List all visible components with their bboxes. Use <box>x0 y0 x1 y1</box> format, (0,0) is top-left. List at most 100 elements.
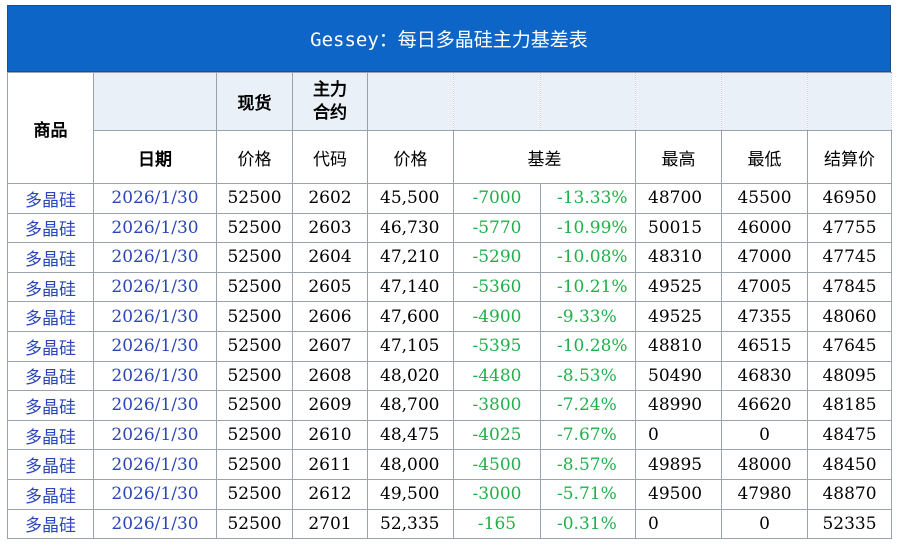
product-cell[interactable]: 多晶硅 <box>7 419 94 451</box>
basis-cell: -3800 <box>453 390 541 421</box>
low-cell: 46620 <box>721 390 808 421</box>
settle-cell: 47845 <box>807 271 892 303</box>
code-cell: 2603 <box>292 212 368 244</box>
spot-price-cell: 52500 <box>216 419 293 451</box>
settle-cell: 47755 <box>807 212 892 244</box>
code-header: 代码 <box>292 130 368 184</box>
table-row: 多晶硅 2026/1/30 52500 2603 46,730 -5770 -1… <box>7 212 892 244</box>
table-row: 多晶硅 2026/1/30 52500 2610 48,475 -4025 -7… <box>7 419 892 451</box>
product-cell[interactable]: 多晶硅 <box>7 478 94 510</box>
product-cell[interactable]: 多晶硅 <box>7 271 94 303</box>
low-cell: 47355 <box>721 301 808 332</box>
basis-cell: -5770 <box>453 212 541 244</box>
basis-cell: -4900 <box>453 301 541 332</box>
price-cell: 47,105 <box>367 330 454 362</box>
low-header: 最低 <box>721 130 808 184</box>
basis-pct-cell: -13.33% <box>540 183 636 214</box>
header-blank-cell <box>635 72 722 131</box>
code-cell: 2607 <box>292 330 368 362</box>
product-cell[interactable]: 多晶硅 <box>7 183 94 214</box>
date-cell: 2026/1/30 <box>93 478 217 510</box>
basis-table-sheet: Gessey：每日多晶硅主力基差表 商品 现货 主力合约 日期 价格 代码 价格… <box>7 5 892 540</box>
basis-pct-cell: -9.33% <box>540 301 636 332</box>
table-row: 多晶硅 2026/1/30 52500 2607 47,105 -5395 -1… <box>7 330 892 362</box>
basis-pct-cell: -10.28% <box>540 330 636 362</box>
high-cell: 0 <box>635 508 722 540</box>
spot-price-cell: 52500 <box>216 212 293 244</box>
price-cell: 48,000 <box>367 449 454 480</box>
date-cell: 2026/1/30 <box>93 449 217 480</box>
date-cell: 2026/1/30 <box>93 242 217 273</box>
product-cell[interactable]: 多晶硅 <box>7 301 94 332</box>
table-row: 多晶硅 2026/1/30 52500 2611 48,000 -4500 -8… <box>7 449 892 480</box>
low-cell: 45500 <box>721 183 808 214</box>
high-header: 最高 <box>635 130 722 184</box>
table-row: 多晶硅 2026/1/30 52500 2604 47,210 -5290 -1… <box>7 242 892 273</box>
date-cell: 2026/1/30 <box>93 390 217 421</box>
settle-cell: 48450 <box>807 449 892 480</box>
product-header: 商品 <box>7 72 94 184</box>
date-cell: 2026/1/30 <box>93 212 217 244</box>
header-row-2: 日期 价格 代码 价格 基差 最高 最低 结算价 <box>8 130 892 184</box>
settle-cell: 46950 <box>807 183 892 214</box>
header-blank-cell <box>807 72 892 131</box>
product-cell[interactable]: 多晶硅 <box>7 242 94 273</box>
spot-price-cell: 52500 <box>216 360 293 392</box>
main-contract-label: 主力合约 <box>313 79 347 123</box>
settle-cell: 48060 <box>807 301 892 332</box>
high-cell: 49525 <box>635 271 722 303</box>
settle-cell: 52335 <box>807 508 892 540</box>
spot-price-cell: 52500 <box>216 390 293 421</box>
price-cell: 47,140 <box>367 271 454 303</box>
price-cell: 48,700 <box>367 390 454 421</box>
settle-cell: 48870 <box>807 478 892 510</box>
basis-pct-cell: -0.31% <box>540 508 636 540</box>
settle-cell: 47745 <box>807 242 892 273</box>
basis-pct-cell: -5.71% <box>540 478 636 510</box>
basis-pct-cell: -8.57% <box>540 449 636 480</box>
low-cell: 46000 <box>721 212 808 244</box>
high-cell: 48990 <box>635 390 722 421</box>
basis-cell: -5395 <box>453 330 541 362</box>
product-cell[interactable]: 多晶硅 <box>7 449 94 480</box>
spot-price-cell: 52500 <box>216 183 293 214</box>
spot-price-cell: 52500 <box>216 478 293 510</box>
table-row: 多晶硅 2026/1/30 52500 2605 47,140 -5360 -1… <box>7 271 892 303</box>
date-cell: 2026/1/30 <box>93 508 217 540</box>
code-cell: 2608 <box>292 360 368 392</box>
date-cell: 2026/1/30 <box>93 183 217 214</box>
basis-pct-cell: -10.21% <box>540 271 636 303</box>
price-cell: 48,475 <box>367 419 454 451</box>
product-cell[interactable]: 多晶硅 <box>7 360 94 392</box>
table-title: Gessey：每日多晶硅主力基差表 <box>7 5 891 72</box>
product-cell[interactable]: 多晶硅 <box>7 390 94 421</box>
spot-price-header: 价格 <box>216 130 293 184</box>
price-cell: 46,730 <box>367 212 454 244</box>
basis-cell: -5360 <box>453 271 541 303</box>
spot-price-cell: 52500 <box>216 508 293 540</box>
product-cell[interactable]: 多晶硅 <box>7 508 94 540</box>
settle-cell: 48095 <box>807 360 892 392</box>
basis-header: 基差 <box>453 130 636 184</box>
date-cell: 2026/1/30 <box>93 360 217 392</box>
date-cell: 2026/1/30 <box>93 330 217 362</box>
price-cell: 45,500 <box>367 183 454 214</box>
main-contract-header: 主力合约 <box>292 72 368 131</box>
code-cell: 2610 <box>292 419 368 451</box>
basis-cell: -5290 <box>453 242 541 273</box>
price-cell: 49,500 <box>367 478 454 510</box>
low-cell: 46830 <box>721 360 808 392</box>
product-cell[interactable]: 多晶硅 <box>7 212 94 244</box>
basis-pct-cell: -8.53% <box>540 360 636 392</box>
basis-pct-cell: -10.99% <box>540 212 636 244</box>
date-header: 日期 <box>93 130 217 184</box>
price-cell: 52,335 <box>367 508 454 540</box>
price-cell: 47,210 <box>367 242 454 273</box>
high-cell: 48700 <box>635 183 722 214</box>
high-cell: 49895 <box>635 449 722 480</box>
header-blank-cell <box>93 72 217 131</box>
low-cell: 0 <box>721 419 808 451</box>
basis-table: 商品 现货 主力合约 日期 价格 代码 价格 基差 最高 最低 结算价 多晶硅 … <box>7 72 892 540</box>
product-cell[interactable]: 多晶硅 <box>7 330 94 362</box>
low-cell: 47980 <box>721 478 808 510</box>
